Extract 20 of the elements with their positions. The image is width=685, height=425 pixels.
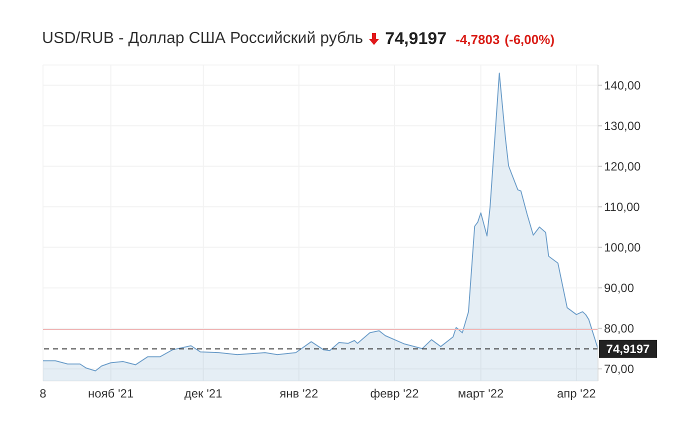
text: -4,7803 bbox=[456, 32, 500, 46]
text: (-6,00%) bbox=[504, 32, 555, 46]
x-tick-label: февр '22 bbox=[370, 386, 420, 401]
chart-title: USD/RUB - Доллар США Российский рубль bbox=[42, 30, 364, 48]
x-tick-label: 8 bbox=[40, 386, 47, 401]
y-tick-label: 70,00 bbox=[604, 362, 634, 376]
x-tick-label: апр '22 bbox=[557, 386, 596, 401]
x-tick-label: дек '21 bbox=[184, 386, 223, 401]
x-tick-label: янв '22 bbox=[280, 386, 318, 401]
y-tick-label: 110,00 bbox=[604, 200, 640, 214]
y-tick-label: 90,00 bbox=[604, 281, 634, 296]
x-tick-label: нояб '21 bbox=[88, 386, 134, 401]
y-tick-label: 130,00 bbox=[604, 119, 642, 134]
ref-line-label: 74,9197 bbox=[606, 342, 650, 356]
y-tick-label: 80,00 bbox=[604, 322, 634, 336]
y-tick-label: 120,00 bbox=[604, 160, 642, 174]
y-tick-label: 140,00 bbox=[604, 78, 642, 93]
text: 74,9197 bbox=[385, 29, 447, 49]
y-tick-label: 100,00 bbox=[604, 240, 642, 255]
x-tick-label: март '22 bbox=[458, 386, 504, 401]
